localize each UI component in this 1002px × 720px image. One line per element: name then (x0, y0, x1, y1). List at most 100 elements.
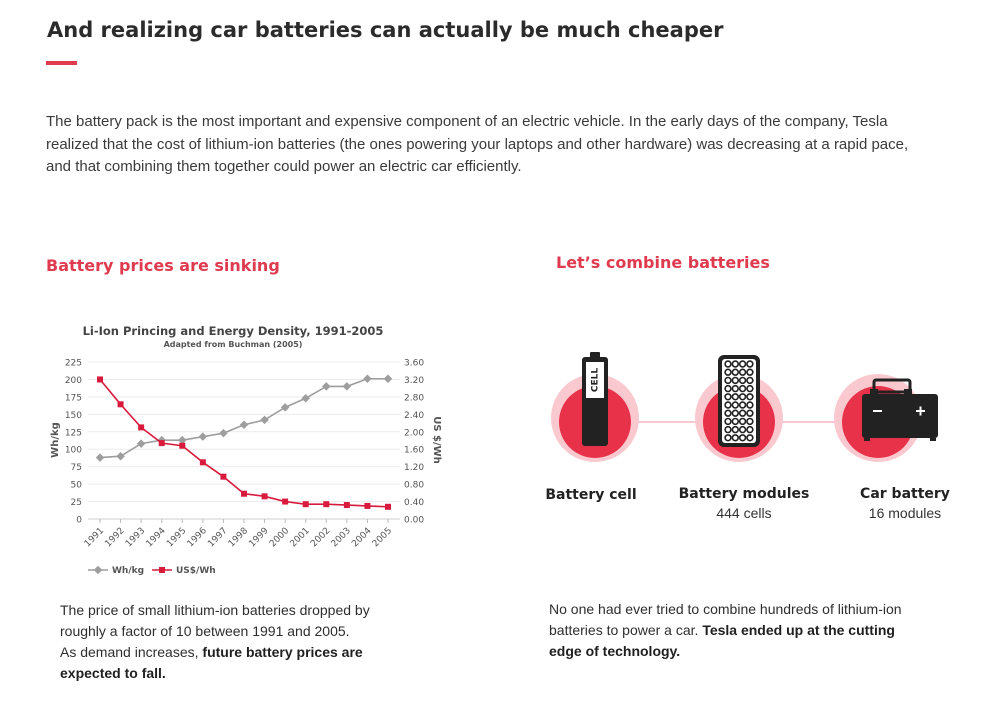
module-cell-dot (746, 417, 754, 426)
left-section-heading: Battery prices are sinking (46, 256, 280, 275)
module-cell-dot (724, 425, 732, 434)
title-accent-bar (46, 61, 77, 65)
data-point (261, 493, 268, 500)
module-cell-dot (731, 401, 739, 409)
left-caption-text: The price of small lithium-ion batteries… (60, 602, 370, 639)
module-cell-dot (746, 409, 754, 417)
intro-paragraph: The battery pack is the most important a… (46, 113, 909, 175)
x-tick-label: 1998 (227, 526, 250, 549)
y2-tick-label: 2.00 (404, 428, 424, 438)
module-cell-dot (724, 368, 732, 376)
car-battery-icon (834, 374, 938, 462)
x-tick-label: 1999 (247, 526, 270, 549)
data-point (136, 439, 146, 448)
x-tick-label: 1991 (83, 526, 106, 549)
y-tick-label: 125 (65, 428, 82, 438)
module-cell-dot (738, 417, 747, 426)
module-cell-dot (724, 409, 732, 417)
module-cell-dot (746, 425, 754, 434)
data-point (364, 502, 371, 509)
module-cell-dot (738, 401, 747, 409)
data-point (95, 453, 105, 462)
y2-tick-label: 0.40 (404, 498, 424, 508)
module-cell-dot (746, 368, 754, 376)
car-battery-label: Car battery (860, 486, 950, 502)
right-section-heading: Let’s combine batteries (556, 253, 770, 272)
right-caption: No one had ever tried to combine hundred… (549, 599, 919, 662)
module-cell-dot (738, 393, 747, 401)
li-ion-chart: Li-Ion Princing and Energy Density, 1991… (50, 324, 442, 576)
data-point (239, 420, 249, 430)
module-cell-dot (731, 417, 739, 426)
data-point (302, 501, 309, 508)
data-point (116, 451, 125, 461)
chart-series (95, 374, 393, 510)
data-point (280, 403, 290, 412)
left-axis-ticks: 225 200 175 150 125 100 75 50 25 0 (65, 359, 82, 526)
page-title: And realizing car batteries can actually… (47, 18, 724, 42)
module-cell-dot (746, 360, 754, 368)
y2-tick-label: 3.60 (404, 359, 424, 369)
cell-icon-text: CELL (591, 368, 601, 392)
module-cell-dot (746, 384, 754, 393)
data-point (385, 503, 391, 510)
data-point (97, 376, 103, 383)
battery-cell-label: Battery cell (545, 487, 637, 503)
data-point (158, 440, 165, 447)
y2-tick-label: 0.80 (404, 481, 424, 491)
module-cell-dot (738, 434, 747, 442)
x-tick-label: 1997 (206, 526, 229, 549)
y-tick-label: 225 (65, 359, 82, 369)
y2-tick-label: 3.20 (404, 376, 424, 386)
y2-tick-label: 2.80 (404, 393, 424, 403)
x-tick-label: 1995 (165, 526, 188, 549)
left-axis-label: Wh/kg (50, 422, 61, 458)
chart-gridlines (88, 361, 400, 520)
data-point (198, 432, 208, 441)
right-axis-label: US $/Wh (431, 416, 442, 464)
module-cell-dot (731, 376, 739, 385)
module-cell-dot (746, 401, 754, 409)
data-point (219, 428, 228, 438)
x-axis-ticks: 1991199219931994199519961997199819992000… (83, 519, 394, 549)
data-point (138, 424, 145, 431)
module-cell-dot (731, 409, 739, 417)
y-tick-label: 50 (71, 481, 83, 491)
legend-label-whkg: Wh/kg (112, 566, 144, 576)
module-cell-dot (738, 368, 747, 376)
data-point (220, 473, 227, 480)
right-caption-bold: Tesla ended up at the cutting edge of te… (549, 622, 895, 659)
chart-legend: Wh/kg US$/Wh (88, 565, 216, 576)
data-point (343, 502, 350, 509)
x-tick-label: 2001 (289, 526, 312, 549)
data-point (178, 435, 187, 445)
legend-marker-uswh (159, 567, 165, 573)
y-tick-label: 100 (65, 446, 82, 456)
data-point (117, 401, 124, 408)
x-tick-label: 1994 (145, 526, 168, 549)
y-tick-label: 75 (71, 463, 82, 473)
x-tick-label: 2005 (371, 526, 394, 549)
module-cell-dot (746, 434, 754, 442)
x-tick-label: 1996 (186, 526, 209, 549)
y2-tick-label: 1.20 (404, 463, 424, 473)
x-tick-label: 2004 (350, 526, 373, 549)
module-cell-dot (738, 384, 747, 393)
y-tick-label: 0 (76, 516, 82, 526)
module-cell-dot (724, 393, 732, 401)
data-point (363, 374, 372, 383)
data-point (282, 498, 289, 505)
battery-module-icon (695, 355, 783, 462)
x-tick-label: 2000 (268, 526, 291, 549)
module-cell-dot (731, 393, 739, 401)
module-cell-dot (738, 409, 747, 417)
module-cell-dot (746, 376, 754, 385)
module-cell-dot (731, 360, 739, 368)
module-cell-dot (724, 401, 732, 409)
module-cell-dot (731, 425, 739, 434)
left-caption-bold: future battery prices are expected to fa… (60, 644, 363, 681)
x-tick-label: 1992 (103, 526, 126, 549)
module-cell-dot (731, 434, 739, 442)
data-point (199, 459, 206, 466)
module-cell-dot (724, 376, 732, 385)
